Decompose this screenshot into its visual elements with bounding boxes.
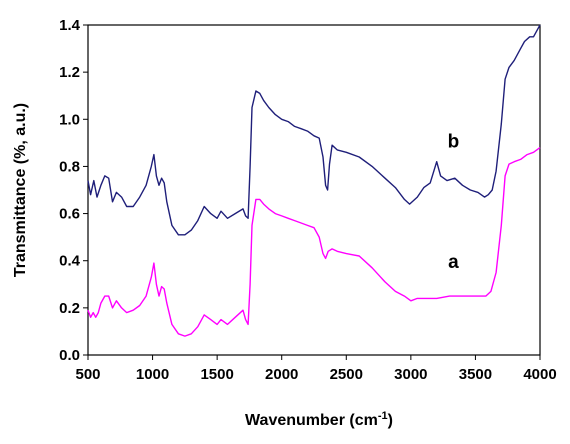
plot-area [87, 24, 541, 356]
x-axis-title-close: ) [388, 412, 393, 429]
y-tick-label: 0.8 [59, 158, 80, 175]
y-tick-label: 1.2 [59, 64, 80, 81]
x-tick-label: 1000 [136, 366, 169, 383]
x-axis: 500 1000 1500 2000 2500 3000 3500 4000 [75, 355, 557, 383]
series-line-a [87, 147, 541, 337]
x-axis-title: Wavenumber (cm-1) [245, 410, 393, 429]
x-tick-label: 2000 [265, 366, 298, 383]
curve-label-a: a [448, 252, 459, 273]
x-tick-label: 500 [75, 366, 100, 383]
y-tick-label: 0.0 [59, 347, 80, 364]
x-tick-label: 3000 [394, 366, 427, 383]
x-axis-title-main: Wavenumber (cm [245, 412, 378, 429]
y-tick-label: 1.0 [59, 111, 80, 128]
x-tick-label: 1500 [200, 366, 233, 383]
annotation-layer: ab [448, 132, 460, 273]
y-axis: 0.0 0.2 0.4 0.6 0.8 1.0 1.2 1.4 [59, 17, 88, 364]
x-axis-title-superscript: -1 [378, 410, 388, 422]
curve-label-b: b [448, 132, 460, 153]
x-tick-label: 4000 [523, 366, 556, 383]
x-tick-label: 2500 [330, 366, 363, 383]
y-tick-label: 0.4 [59, 253, 81, 270]
y-tick-label: 1.4 [59, 17, 81, 34]
series-line-b [87, 24, 541, 236]
series-layer [87, 24, 541, 337]
y-tick-label: 0.2 [59, 300, 80, 317]
x-tick-label: 3500 [459, 366, 492, 383]
y-tick-label: 0.6 [59, 206, 80, 223]
y-axis-title: Transmittance (%, a.u.) [12, 103, 29, 277]
